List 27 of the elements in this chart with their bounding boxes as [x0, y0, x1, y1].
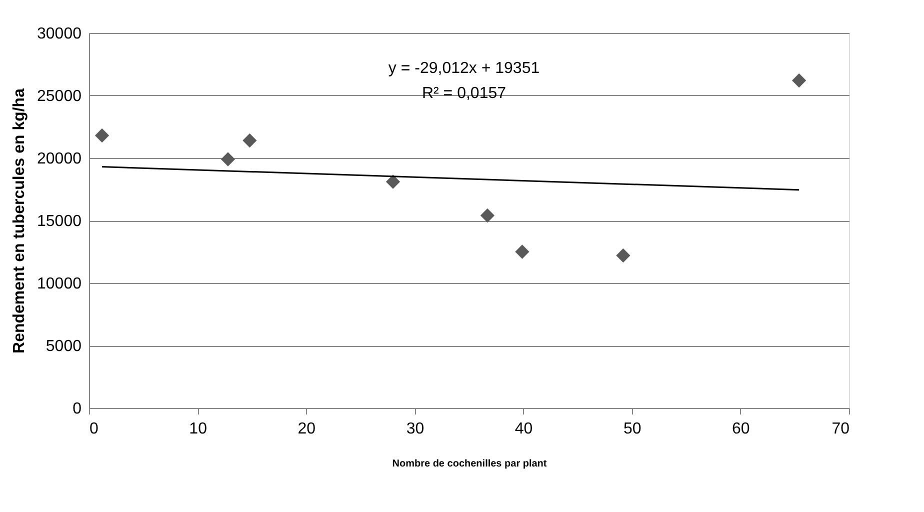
- x-tick-label: 40: [514, 420, 533, 438]
- x-tick-label: 50: [623, 420, 642, 438]
- y-tick-label: 15000: [37, 213, 82, 230]
- point: [616, 248, 630, 263]
- point: [792, 73, 806, 88]
- x-tick-label: 70: [832, 420, 850, 438]
- y-tick-label: 20000: [37, 150, 82, 168]
- point: [94, 128, 110, 143]
- x-axis-title: Nombre de cochenilles par plant: [392, 458, 548, 470]
- y-tick-label: 0: [72, 400, 82, 418]
- point: [220, 152, 236, 166]
- annotation: y = -29,012x + 19351: [388, 60, 540, 77]
- y-tick-label: 5000: [46, 338, 82, 355]
- y-tick-label: 30000: [37, 26, 82, 42]
- point: [480, 208, 495, 223]
- y-axis-title: Rendement en tubercules en kg/ha: [11, 88, 28, 354]
- y-tick-label: 25000: [37, 88, 82, 105]
- x-tick-label: 10: [189, 420, 208, 438]
- y-tick-label: 10000: [37, 276, 82, 292]
- point: [386, 174, 400, 189]
- point: [242, 133, 257, 148]
- x-tick-label: 30: [406, 420, 424, 438]
- point: [515, 244, 530, 259]
- x-tick-label: 20: [298, 420, 316, 438]
- x-tick-label: 0: [90, 420, 98, 438]
- annotation: R² = 0,0157: [422, 85, 506, 102]
- x-tick-label: 60: [732, 420, 750, 438]
